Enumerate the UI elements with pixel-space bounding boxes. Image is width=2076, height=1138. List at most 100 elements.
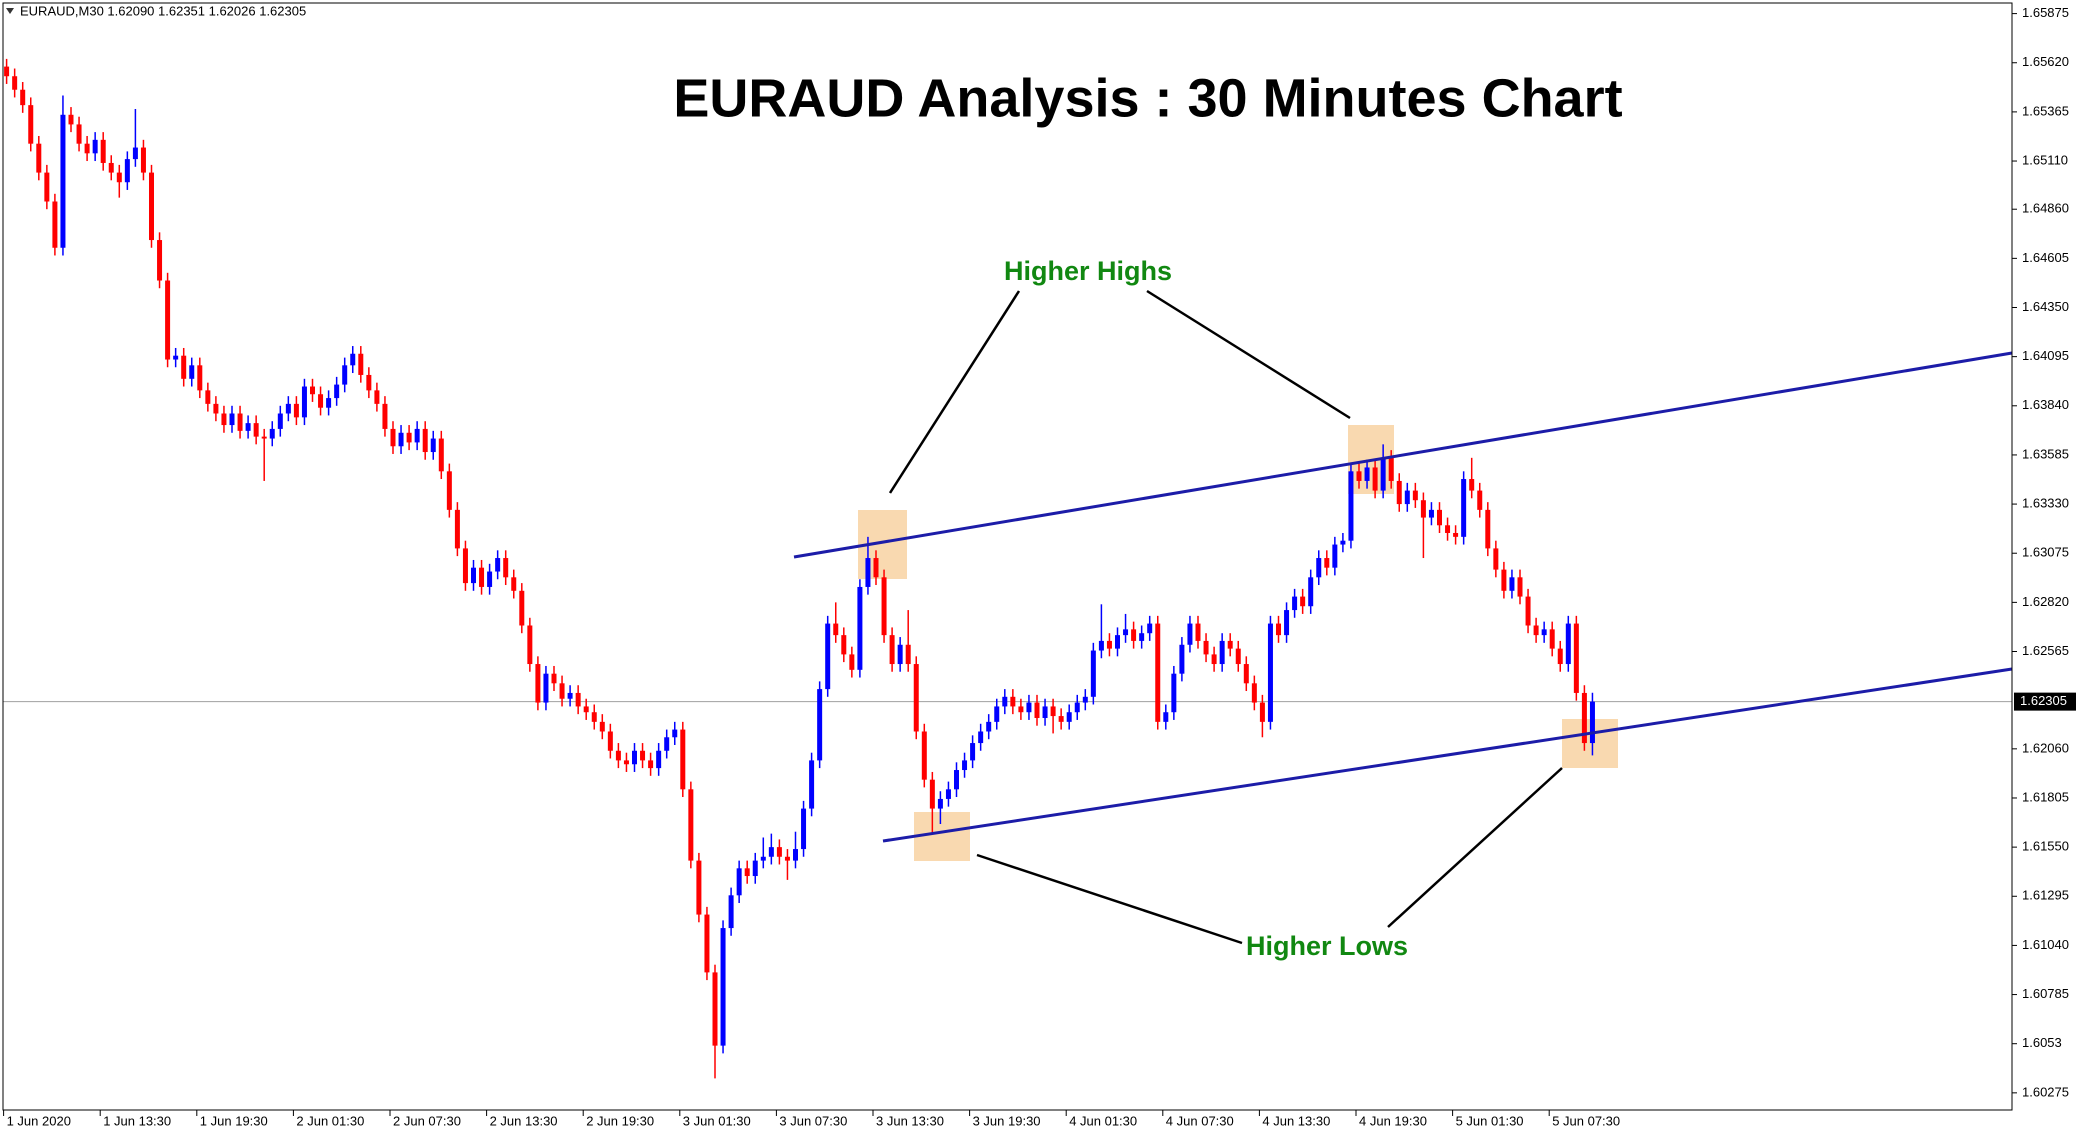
candle-body <box>157 240 163 281</box>
candle-body <box>744 868 750 877</box>
candle-body <box>1243 664 1249 684</box>
x-tick-label: 2 Jun 07:30 <box>393 1113 461 1128</box>
candle-body <box>1445 525 1451 533</box>
candle-body <box>1509 577 1515 591</box>
candle-body <box>664 737 670 751</box>
candle-body <box>318 394 324 408</box>
candle-body <box>28 105 34 144</box>
candle-body <box>793 849 798 861</box>
candle-body <box>76 124 82 144</box>
candle-body <box>495 558 501 572</box>
candle-body <box>382 403 388 429</box>
x-tick-label: 4 Jun 19:30 <box>1359 1113 1427 1128</box>
candle-body <box>954 770 959 790</box>
candle-body <box>181 355 187 379</box>
candle-body <box>269 428 275 439</box>
candle-body <box>599 721 605 732</box>
y-tick-label: 1.63585 <box>2022 446 2069 461</box>
candle-body <box>591 712 597 722</box>
price-tag <box>2014 692 2076 711</box>
candle-body <box>1461 479 1467 537</box>
candle-body <box>189 365 195 379</box>
y-tick-label: 1.63075 <box>2022 545 2069 560</box>
candle-body <box>406 432 412 443</box>
candle-body <box>1292 596 1298 611</box>
candle-body <box>712 972 718 1046</box>
candle-body <box>1002 696 1008 707</box>
candle-body <box>728 895 734 929</box>
candle-body <box>173 355 179 360</box>
x-tick-label: 3 Jun 13:30 <box>876 1113 944 1128</box>
candle-body <box>165 280 171 360</box>
candle-body <box>1098 640 1104 651</box>
candle-body <box>962 760 968 771</box>
y-tick-label: 1.64860 <box>2022 201 2069 216</box>
y-tick-label: 1.61805 <box>2022 789 2069 804</box>
candle-body <box>1219 640 1225 665</box>
candle-body <box>1364 467 1370 481</box>
candle-body <box>1404 490 1410 505</box>
pointer-line <box>976 853 1243 945</box>
candle-body <box>768 847 774 857</box>
candle-body <box>293 403 299 418</box>
candle-body <box>970 743 976 761</box>
candle-body <box>350 353 356 366</box>
candle-body <box>889 635 895 665</box>
candle-body <box>44 172 50 202</box>
candle-body <box>1300 596 1306 607</box>
candle-body <box>1501 569 1507 591</box>
candle-body <box>1533 625 1539 636</box>
candle-body <box>1428 509 1434 518</box>
candle-body <box>334 384 340 399</box>
candle-body <box>559 683 565 699</box>
y-tick-label: 1.61040 <box>2022 937 2069 952</box>
candle-body <box>841 635 847 655</box>
candle-body <box>140 147 146 173</box>
candle-body <box>1171 673 1177 713</box>
candle-body <box>688 789 694 861</box>
candle-body <box>1155 623 1161 722</box>
candle-body <box>640 750 646 761</box>
candle-body <box>479 567 485 587</box>
candle-body <box>913 664 919 732</box>
x-tick-label: 3 Jun 07:30 <box>779 1113 847 1128</box>
candle-body <box>551 673 557 684</box>
x-tick-label: 1 Jun 2020 <box>7 1113 71 1128</box>
candle-body <box>1058 716 1064 722</box>
candle-body <box>881 577 887 636</box>
candle-body <box>1493 548 1499 570</box>
candle-body <box>929 779 935 809</box>
y-tick-label: 1.60785 <box>2022 986 2069 1001</box>
candle-body <box>897 644 903 665</box>
candle-body <box>809 760 815 809</box>
candle-body <box>1259 702 1265 722</box>
y-tick-label: 1.64095 <box>2022 348 2069 363</box>
candle-body <box>124 159 130 183</box>
candle-body <box>1388 457 1394 481</box>
candle-body <box>986 721 992 732</box>
pointer-line <box>1387 767 1563 928</box>
candle-body <box>342 365 348 385</box>
candle-body <box>857 586 863 670</box>
candle-body <box>632 750 637 765</box>
candle-body <box>1276 623 1281 636</box>
y-tick-label: 1.65365 <box>2022 103 2069 118</box>
candle-body <box>921 731 927 780</box>
candle-body <box>615 750 621 761</box>
candle-body <box>1267 623 1273 722</box>
candle-body <box>1348 471 1354 541</box>
candle-body <box>696 860 702 915</box>
candle-body <box>261 436 267 439</box>
candle-body <box>1227 640 1233 649</box>
trend-line <box>882 667 2013 843</box>
y-tick-label: 1.64350 <box>2022 299 2069 314</box>
candle-body <box>92 139 98 154</box>
candle-body <box>849 654 855 670</box>
candle-body <box>149 172 154 241</box>
candle-body <box>1211 654 1217 665</box>
candle-body <box>1203 640 1209 655</box>
candle-body <box>1251 683 1257 703</box>
candle-body <box>1179 644 1185 674</box>
y-tick-label: 1.61550 <box>2022 839 2069 854</box>
